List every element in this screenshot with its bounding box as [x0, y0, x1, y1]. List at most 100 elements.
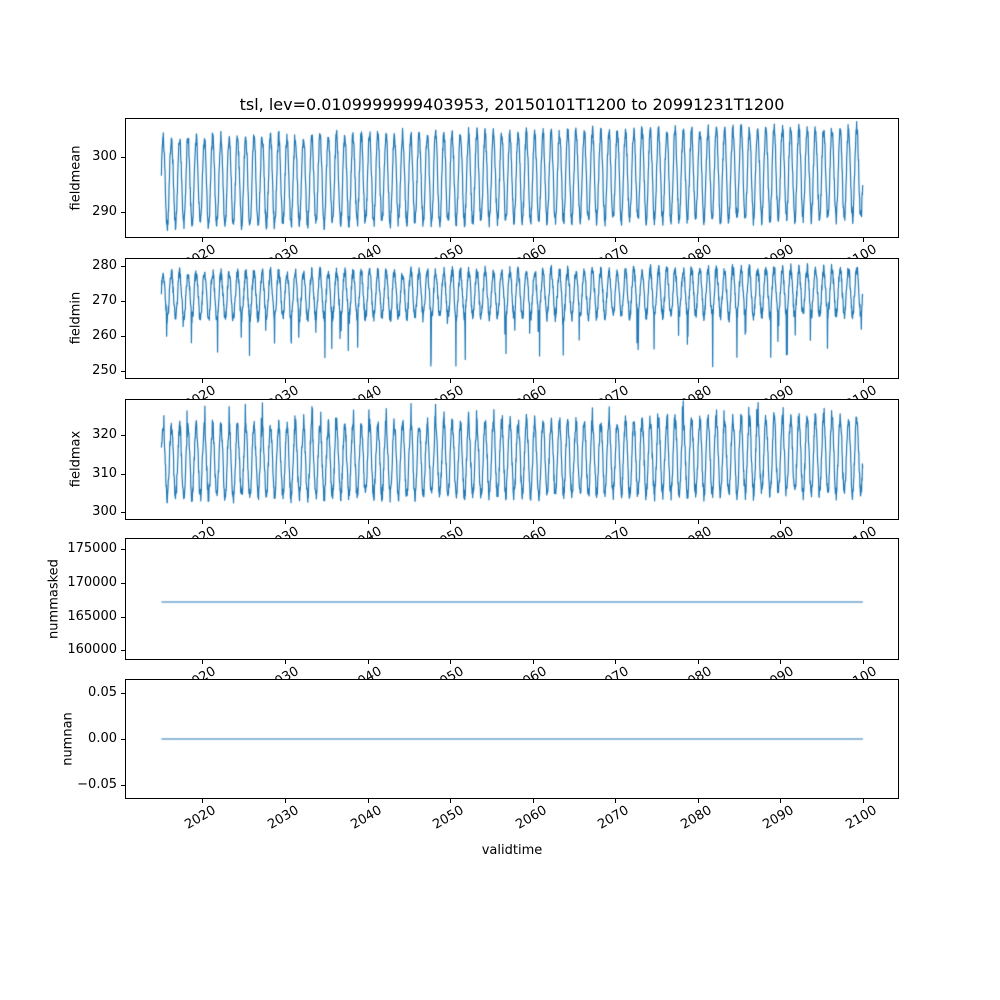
x-tick-mark — [862, 238, 864, 242]
y-tick-mark — [121, 616, 125, 618]
y-tick-mark — [121, 739, 125, 740]
x-tick-mark — [284, 660, 286, 664]
y-tick-mark — [121, 301, 125, 302]
x-tick-mark — [284, 520, 286, 524]
x-tick-mark — [202, 799, 204, 803]
x-tick-mark — [284, 238, 286, 242]
y-tick-mark — [121, 512, 125, 514]
x-tick-mark — [367, 379, 369, 383]
x-tick-mark — [450, 660, 452, 664]
y-tick-label: 270 — [92, 293, 117, 308]
x-tick-mark — [532, 379, 534, 383]
x-tick-mark — [284, 799, 286, 803]
y-tick-label: 0.05 — [88, 684, 117, 700]
x-tick-label: 2090 — [760, 803, 797, 833]
x-tick-mark — [284, 379, 286, 383]
x-tick-mark — [862, 379, 864, 383]
y-tick-label: 165000 — [67, 608, 117, 624]
y-tick-label: 250 — [92, 363, 117, 378]
y-tick-mark — [121, 157, 125, 159]
x-tick-mark — [202, 379, 204, 383]
x-tick-label: 2080 — [678, 803, 715, 833]
x-tick-mark — [697, 379, 699, 383]
x-tick-mark — [697, 238, 699, 242]
y-tick-mark — [121, 435, 125, 437]
y-tick-label: 310 — [92, 465, 117, 481]
subplot-fieldmean — [121, 118, 899, 242]
y-tick-mark — [121, 371, 125, 372]
x-tick-label: 2030 — [265, 803, 302, 833]
x-tick-label: 2050 — [430, 803, 467, 833]
x-axis-label: validtime — [481, 843, 543, 858]
x-tick-mark — [615, 660, 617, 664]
x-tick-label: 2070 — [595, 803, 632, 833]
y-tick-mark — [121, 582, 125, 584]
x-tick-mark — [862, 660, 864, 664]
fieldmax-series-line — [126, 400, 898, 519]
y-axis-label-fieldmin: fieldmin — [68, 291, 84, 345]
subplot-nummasked — [121, 538, 899, 664]
x-tick-mark — [202, 520, 204, 524]
x-tick-mark — [367, 660, 369, 664]
y-tick-mark — [121, 692, 125, 694]
x-tick-mark — [367, 520, 369, 524]
y-axis-label-nummasked: nummasked — [46, 559, 62, 639]
x-tick-label: 2100 — [843, 803, 880, 833]
y-tick-label: −0.05 — [77, 777, 117, 793]
x-tick-mark — [697, 660, 699, 664]
x-tick-mark — [615, 799, 617, 803]
x-tick-mark — [780, 379, 782, 383]
y-axis-label-numnan: numnan — [60, 712, 76, 766]
x-tick-mark — [862, 799, 864, 803]
x-tick-mark — [532, 660, 534, 664]
y-tick-label: 0.00 — [88, 731, 117, 746]
subplot-fieldmax — [121, 399, 899, 524]
y-tick-label: 260 — [92, 328, 117, 343]
subplot-fieldmin — [121, 258, 899, 383]
x-tick-mark — [615, 238, 617, 242]
y-tick-mark — [121, 211, 125, 213]
x-tick-mark — [367, 799, 369, 803]
x-tick-mark — [532, 520, 534, 524]
nummasked-series-line — [126, 539, 898, 659]
x-tick-mark — [450, 799, 452, 803]
y-tick-mark — [121, 266, 125, 267]
x-tick-mark — [202, 238, 204, 242]
y-tick-label: 170000 — [67, 574, 117, 590]
x-tick-mark — [615, 379, 617, 383]
x-tick-mark — [450, 238, 452, 242]
x-tick-mark — [780, 660, 782, 664]
x-tick-mark — [367, 238, 369, 242]
x-tick-label: 2060 — [512, 803, 550, 833]
y-tick-mark — [121, 549, 125, 551]
fieldmin-series-line — [126, 259, 898, 378]
x-tick-mark — [697, 799, 699, 803]
chart-title: tsl, lev=0.0109999999403953, 20150101T12… — [239, 95, 785, 114]
x-tick-mark — [697, 520, 699, 524]
x-tick-mark — [532, 238, 534, 242]
y-tick-label: 300 — [92, 149, 117, 165]
y-tick-label: 160000 — [67, 642, 117, 658]
x-tick-mark — [202, 660, 204, 664]
numnan-series-line — [126, 680, 898, 798]
y-tick-mark — [121, 785, 125, 787]
x-tick-label: 2040 — [347, 803, 384, 833]
y-axis-label-fieldmax: fieldmax — [68, 430, 84, 488]
y-axis-label-fieldmean: fieldmean — [68, 145, 84, 211]
y-tick-mark — [121, 473, 125, 475]
y-tick-mark — [121, 650, 125, 652]
x-tick-mark — [450, 379, 452, 383]
y-tick-mark — [121, 336, 125, 337]
fieldmean-series-line — [126, 119, 898, 237]
x-tick-label: 2020 — [182, 803, 219, 833]
y-tick-label: 290 — [92, 203, 117, 219]
x-tick-mark — [532, 799, 534, 803]
y-tick-label: 300 — [92, 504, 117, 520]
x-tick-mark — [780, 799, 782, 803]
x-tick-mark — [862, 520, 864, 524]
x-tick-mark — [450, 520, 452, 524]
y-tick-label: 175000 — [67, 541, 117, 557]
subplot-numnan — [121, 679, 899, 803]
x-tick-mark — [615, 520, 617, 524]
